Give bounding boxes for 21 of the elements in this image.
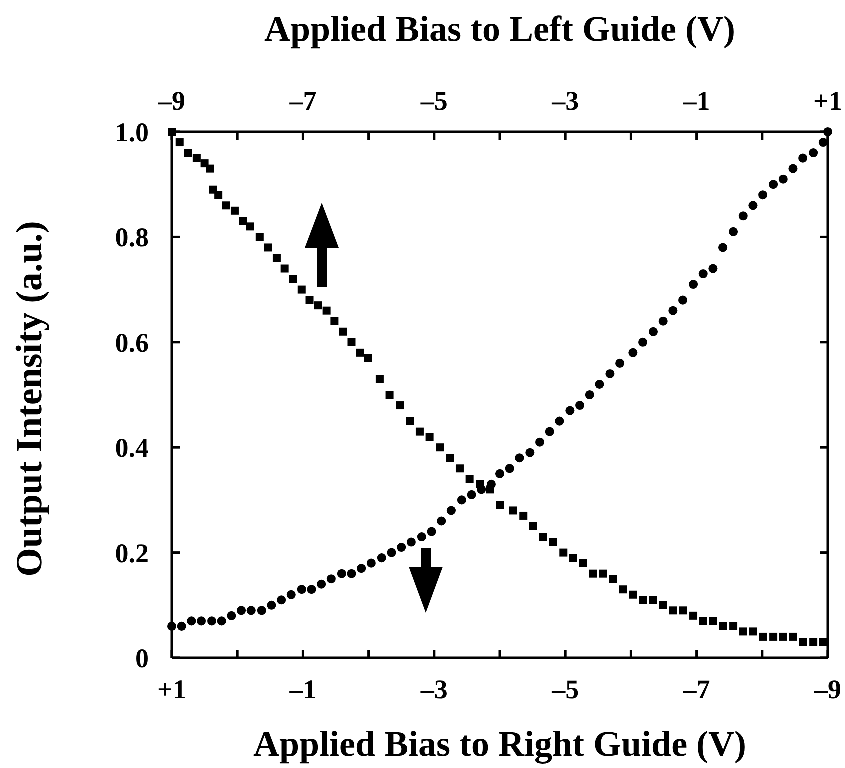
x2-tick-label: –7	[288, 86, 317, 116]
x2-axis-title: Applied Bias to Left Guide (V)	[264, 9, 736, 49]
x-tick-label: +1	[158, 674, 186, 704]
x2-tick-label: –3	[551, 86, 580, 116]
y-tick-label: 0.8	[115, 222, 149, 253]
y-tick-label: 0.6	[115, 328, 149, 358]
x-tick-label: –9	[814, 674, 842, 704]
x2-tick-label: –9	[158, 86, 186, 116]
x2-tick-label: +1	[814, 86, 842, 116]
x-tick-label: –3	[420, 674, 448, 704]
y-tick-label: 0	[136, 643, 149, 674]
x-tick-label: –1	[288, 674, 317, 704]
x-axis-title: Applied Bias to Right Guide (V)	[253, 724, 747, 764]
y-tick-label: 0.2	[115, 538, 149, 568]
x-tick-label: –7	[682, 674, 710, 704]
x2-tick-label: –1	[682, 86, 710, 116]
y-axis-title: Output Intensity (a.u.)	[10, 221, 50, 577]
y-tick-label: 1.0	[115, 117, 149, 148]
x2-tick-label: –5	[420, 86, 448, 116]
x-tick-label: –5	[551, 674, 580, 704]
y-tick-label: 0.4	[115, 433, 149, 464]
